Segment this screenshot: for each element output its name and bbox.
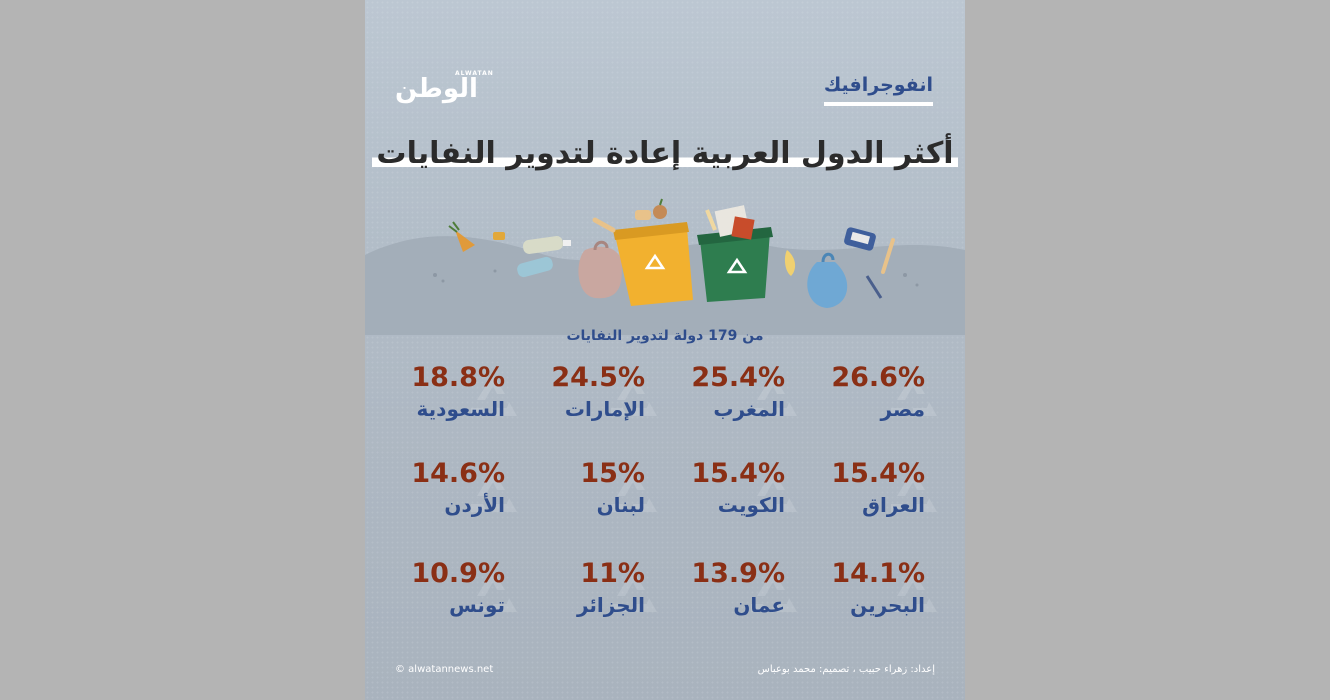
stat-item: 15% لبنان xyxy=(515,458,657,538)
recycle-icon xyxy=(471,570,517,612)
recycle-icon xyxy=(891,470,937,512)
bottle-icon xyxy=(517,236,571,278)
subtitle: من 179 دولة لتدوير النفايات xyxy=(566,328,764,344)
recycle-icon xyxy=(471,374,517,416)
infographic-card: الوطن ALWATAN انفوجرافيك أكثر الدول العر… xyxy=(365,0,965,700)
stat-value: 15% xyxy=(580,458,645,489)
recycling-illustration xyxy=(448,198,895,308)
recycle-icon xyxy=(751,374,797,416)
logo-english-text: ALWATAN xyxy=(455,70,494,77)
recycle-icon xyxy=(611,470,657,512)
stat-item: 15.4% العراق xyxy=(795,458,937,538)
recycle-icon xyxy=(471,470,517,512)
stat-value: 14.6% xyxy=(411,458,505,489)
stat-value: 13.9% xyxy=(691,558,785,589)
stat-item: 24.5% الإمارات xyxy=(515,362,657,442)
country-name: مصر xyxy=(880,397,925,421)
country-name: الإمارات xyxy=(564,397,645,421)
food-icon xyxy=(493,232,505,240)
recycle-icon xyxy=(891,374,937,416)
stat-value: 26.6% xyxy=(831,362,925,393)
stat-value: 25.4% xyxy=(691,362,785,393)
country-name: العراق xyxy=(862,493,925,517)
stat-value: 24.5% xyxy=(551,362,645,393)
spoon-icon xyxy=(881,238,895,274)
recycle-icon xyxy=(611,570,657,612)
carrot-icon xyxy=(448,221,475,252)
stat-item: 26.6% مصر xyxy=(795,362,937,442)
recycle-icon xyxy=(751,470,797,512)
recycle-icon xyxy=(751,570,797,612)
stat-item: 25.4% المغرب xyxy=(655,362,797,442)
apple-icon xyxy=(653,205,667,219)
stat-value: 15.4% xyxy=(831,458,925,489)
stat-value: 14.1% xyxy=(831,558,925,589)
recycle-icon xyxy=(891,570,937,612)
background-texture xyxy=(365,0,965,700)
stat-item: 11% الجزائر xyxy=(515,558,657,638)
country-name: عمان xyxy=(733,593,785,617)
stat-value: 10.9% xyxy=(411,558,505,589)
page-title-text: أكثر الدول العربية إعادة لتدوير النفايات xyxy=(372,136,958,171)
country-name: المغرب xyxy=(713,397,785,421)
page-title: أكثر الدول العربية إعادة لتدوير النفايات xyxy=(365,136,965,171)
alwatan-logo: الوطن ALWATAN xyxy=(395,70,505,110)
can-icon xyxy=(844,227,876,251)
country-name: السعودية xyxy=(416,397,505,421)
website-credit: © alwatannews.net xyxy=(395,664,494,675)
stat-value: 15.4% xyxy=(691,458,785,489)
fork-icon xyxy=(865,275,883,299)
country-name: الكويت xyxy=(717,493,785,517)
blue-bag-icon xyxy=(807,262,848,308)
stat-item: 18.8% السعودية xyxy=(375,362,517,442)
corn-icon xyxy=(784,250,796,276)
stat-value: 11% xyxy=(580,558,645,589)
country-name: تونس xyxy=(449,593,505,617)
country-name: الجزائر xyxy=(576,593,645,617)
stat-item: 15.4% الكويت xyxy=(655,458,797,538)
country-name: البحرين xyxy=(850,593,925,617)
stats-grid: 26.6% مصر 25.4% المغرب 24.5% الإمارات 18.8% الس… xyxy=(395,362,937,632)
country-name: الأردن xyxy=(444,493,505,517)
stat-item: 13.9% عمان xyxy=(655,558,797,638)
plastic-bag-icon xyxy=(578,246,622,299)
stat-item: 14.1% البحرين xyxy=(795,558,937,638)
recycle-icon xyxy=(611,374,657,416)
stat-item: 10.9% تونس xyxy=(375,558,517,638)
logo-arabic-text: الوطن xyxy=(395,74,479,104)
section-tag: انفوجرافيك xyxy=(823,74,933,106)
yellow-bin-icon xyxy=(613,222,693,306)
stat-item: 14.6% الأردن xyxy=(375,458,517,538)
country-name: لبنان xyxy=(596,493,645,517)
stat-value: 18.8% xyxy=(411,362,505,393)
author-credit: إعداد: زهراء حبيب ، تصميم: محمد بوعباس xyxy=(757,664,935,675)
green-bin-icon xyxy=(697,227,773,302)
